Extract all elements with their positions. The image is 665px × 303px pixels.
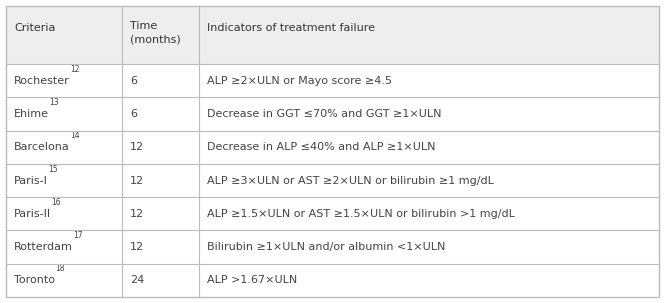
Text: 17: 17 [73, 231, 82, 240]
Text: Paris-I: Paris-I [14, 175, 48, 185]
Text: 12: 12 [130, 209, 144, 219]
Bar [6, 230, 659, 264]
Text: 16: 16 [51, 198, 61, 207]
Text: 6: 6 [130, 76, 137, 86]
Text: 12: 12 [130, 242, 144, 252]
Text: 24: 24 [130, 275, 144, 285]
Text: ALP ≥2×ULN or Mayo score ≥4.5: ALP ≥2×ULN or Mayo score ≥4.5 [207, 76, 392, 86]
Text: Paris-II: Paris-II [14, 209, 51, 219]
Text: Decrease in GGT ≤70% and GGT ≥1×ULN: Decrease in GGT ≤70% and GGT ≥1×ULN [207, 109, 442, 119]
Text: 12: 12 [130, 175, 144, 185]
Text: 12: 12 [70, 65, 79, 74]
Bar [6, 6, 659, 64]
Text: Rochester: Rochester [14, 76, 70, 86]
Text: Time: Time [130, 21, 158, 31]
Text: Indicators of treatment failure: Indicators of treatment failure [207, 23, 375, 33]
Text: Decrease in ALP ≤40% and ALP ≥1×ULN: Decrease in ALP ≤40% and ALP ≥1×ULN [207, 142, 436, 152]
Text: (months): (months) [130, 34, 181, 44]
Text: ALP >1.67×ULN: ALP >1.67×ULN [207, 275, 297, 285]
Bar [6, 131, 659, 164]
Text: Bilirubin ≥1×ULN and/or albumin <1×ULN: Bilirubin ≥1×ULN and/or albumin <1×ULN [207, 242, 446, 252]
Text: Criteria: Criteria [14, 23, 55, 33]
Bar [6, 64, 659, 97]
Text: 15: 15 [48, 165, 57, 174]
Bar [6, 164, 659, 197]
Text: 6: 6 [130, 109, 137, 119]
Text: Rotterdam: Rotterdam [14, 242, 73, 252]
Text: 12: 12 [130, 142, 144, 152]
Text: ALP ≥3×ULN or AST ≥2×ULN or bilirubin ≥1 mg/dL: ALP ≥3×ULN or AST ≥2×ULN or bilirubin ≥1… [207, 175, 494, 185]
Bar [6, 197, 659, 230]
Text: Ehime: Ehime [14, 109, 49, 119]
Text: Barcelona: Barcelona [14, 142, 70, 152]
Text: Toronto: Toronto [14, 275, 55, 285]
Bar [6, 264, 659, 297]
Text: 14: 14 [70, 131, 79, 140]
Bar [6, 97, 659, 131]
Text: 18: 18 [55, 264, 65, 273]
Text: 13: 13 [49, 98, 59, 107]
Text: ALP ≥1.5×ULN or AST ≥1.5×ULN or bilirubin >1 mg/dL: ALP ≥1.5×ULN or AST ≥1.5×ULN or bilirubi… [207, 209, 515, 219]
